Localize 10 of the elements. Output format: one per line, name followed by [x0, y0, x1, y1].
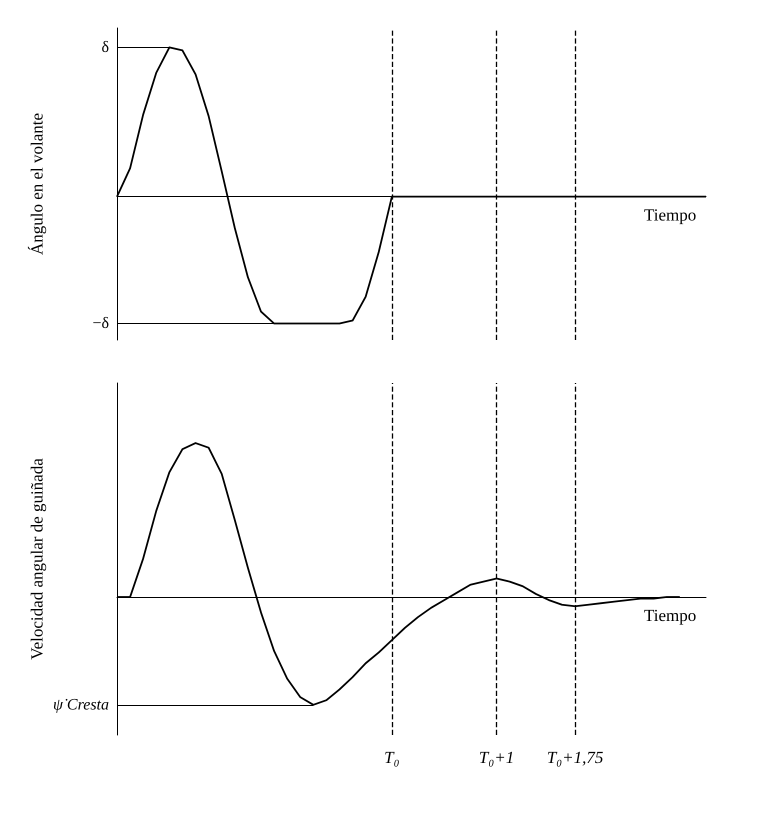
x-tick-label: T₀	[384, 748, 400, 767]
x-axis-title: Tiempo	[644, 206, 696, 225]
x-axis-title: Tiempo	[644, 606, 696, 626]
x-tick-label: T₀+1,75	[546, 748, 604, 767]
text: −δ	[92, 315, 109, 332]
x-tick-label: T₀+1	[478, 748, 514, 767]
text: ψ̇ Cresta	[52, 696, 109, 714]
y-axis-title: Velocidad angular de guiñada	[28, 458, 46, 660]
text: δ	[101, 38, 109, 56]
y-axis-title: Ángulo en el volante	[28, 112, 46, 256]
